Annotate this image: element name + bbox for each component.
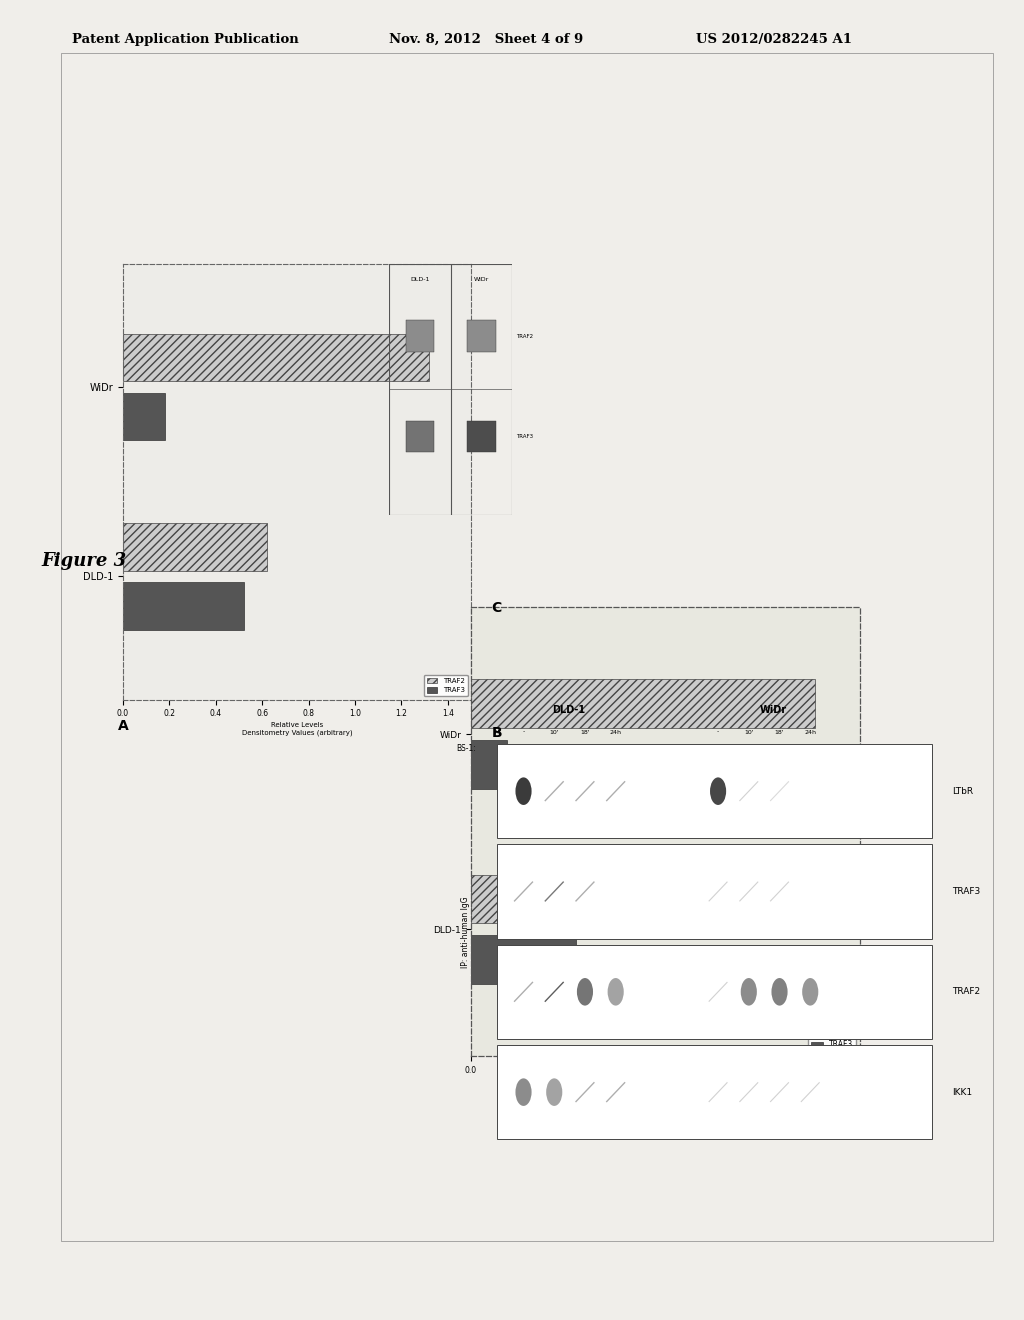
Text: M: M <box>495 730 499 735</box>
Ellipse shape <box>740 978 757 1006</box>
Text: 10': 10' <box>550 730 559 735</box>
Bar <box>467 421 496 451</box>
Text: IP: anti-human IgG: IP: anti-human IgG <box>462 896 470 968</box>
Text: C: C <box>492 601 502 615</box>
Text: 18': 18' <box>581 730 590 735</box>
Text: 10': 10' <box>744 730 754 735</box>
Bar <box>406 421 434 451</box>
Bar <box>471 680 815 729</box>
Text: WiDr: WiDr <box>760 705 786 715</box>
Ellipse shape <box>607 978 624 1006</box>
Legend: TRAF2, TRAF3: TRAF2, TRAF3 <box>424 675 468 696</box>
Ellipse shape <box>710 777 726 805</box>
Bar <box>497 945 932 1039</box>
Text: TRAF3: TRAF3 <box>516 434 534 440</box>
Text: TRAF3: TRAF3 <box>952 887 981 896</box>
Text: BS-1:: BS-1: <box>457 744 476 754</box>
Bar <box>123 334 429 381</box>
Bar <box>123 393 165 440</box>
Text: DLD-1: DLD-1 <box>552 705 585 715</box>
Ellipse shape <box>546 1078 562 1106</box>
Text: IKK1: IKK1 <box>952 1088 973 1097</box>
Text: 24h: 24h <box>804 730 816 735</box>
Bar <box>497 744 932 838</box>
Text: 24h: 24h <box>609 730 622 735</box>
Text: WiDr: WiDr <box>474 277 488 281</box>
Ellipse shape <box>771 978 787 1006</box>
Bar <box>497 845 932 939</box>
Text: A: A <box>118 719 128 734</box>
Text: LTbR: LTbR <box>952 787 974 796</box>
Bar <box>471 935 575 983</box>
Bar <box>406 321 434 351</box>
Text: B: B <box>492 726 502 741</box>
Text: DLD-1: DLD-1 <box>411 277 429 281</box>
X-axis label: Relative Levels
Densitometry Values (arbitrary): Relative Levels Densitometry Values (arb… <box>242 722 352 737</box>
Text: -: - <box>522 730 524 735</box>
Bar <box>471 875 645 923</box>
Text: TRAF2: TRAF2 <box>516 334 534 339</box>
Bar <box>123 582 244 630</box>
Ellipse shape <box>515 1078 531 1106</box>
X-axis label: LTbR Normalized Ratios: LTbR Normalized Ratios <box>616 1080 715 1089</box>
Text: Figure 3: Figure 3 <box>41 552 126 570</box>
Text: -: - <box>717 730 719 735</box>
Text: TRAF2: TRAF2 <box>952 987 980 997</box>
Bar <box>471 741 507 788</box>
Text: US 2012/0282245 A1: US 2012/0282245 A1 <box>696 33 852 46</box>
Legend: TRAF2, TRAF3: TRAF2, TRAF3 <box>808 1024 856 1052</box>
Text: Patent Application Publication: Patent Application Publication <box>72 33 298 46</box>
Bar <box>467 321 496 351</box>
Ellipse shape <box>577 978 593 1006</box>
Bar <box>123 524 267 570</box>
Text: Nov. 8, 2012   Sheet 4 of 9: Nov. 8, 2012 Sheet 4 of 9 <box>389 33 584 46</box>
Ellipse shape <box>802 978 818 1006</box>
Bar <box>497 1045 932 1139</box>
Ellipse shape <box>515 777 531 805</box>
Text: 18': 18' <box>775 730 784 735</box>
